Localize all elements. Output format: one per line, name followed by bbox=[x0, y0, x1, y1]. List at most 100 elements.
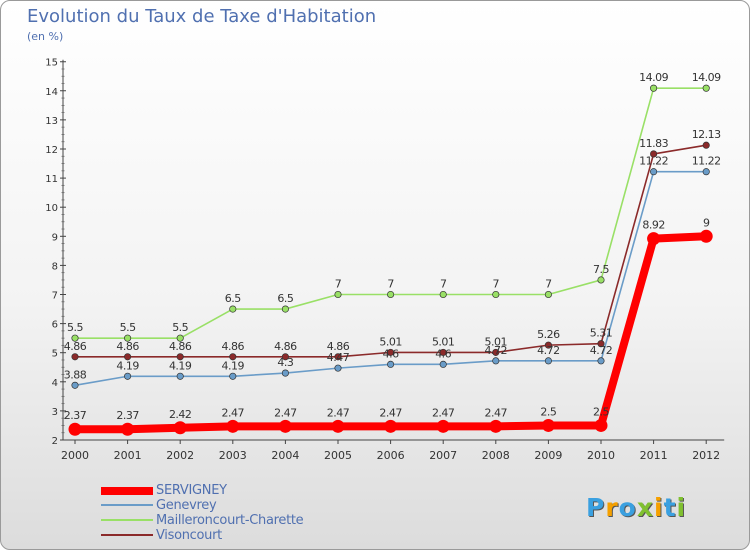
data-label-visoncourt: 12.13 bbox=[692, 128, 721, 141]
legend-swatch-servigney bbox=[101, 487, 153, 495]
legend-swatch-visoncourt bbox=[101, 534, 153, 536]
data-point-mailleroncourt-charette bbox=[702, 84, 710, 92]
data-point-visoncourt bbox=[439, 348, 447, 356]
data-label-mailleroncourt-charette: 7 bbox=[545, 278, 552, 291]
data-label-servigney: 2.5 bbox=[540, 405, 556, 418]
y-tick-label: 4 bbox=[52, 378, 58, 389]
y-tick-label: 7 bbox=[52, 291, 58, 302]
data-point-genevrey bbox=[439, 360, 447, 368]
data-point-servigney bbox=[226, 419, 240, 433]
data-point-mailleroncourt-charette bbox=[492, 290, 500, 299]
data-label-mailleroncourt-charette: 6.5 bbox=[225, 292, 241, 305]
legend-swatch-mailleroncourt-charette bbox=[101, 519, 153, 521]
data-label-mailleroncourt-charette: 7 bbox=[493, 278, 500, 291]
data-label-genevrey: 4.19 bbox=[222, 359, 245, 372]
data-label-visoncourt: 4.86 bbox=[327, 340, 350, 353]
x-tick-label: 2003 bbox=[219, 449, 247, 462]
data-label-mailleroncourt-charette: 14.09 bbox=[692, 71, 721, 84]
data-point-mailleroncourt-charette bbox=[71, 334, 79, 342]
data-point-visoncourt bbox=[334, 353, 342, 361]
data-label-visoncourt: 5.26 bbox=[537, 328, 560, 341]
data-label-genevrey: 11.22 bbox=[692, 155, 721, 168]
data-label-mailleroncourt-charette: 6.5 bbox=[277, 292, 293, 305]
series-line-mailleroncourt-charette bbox=[74, 87, 708, 339]
data-point-visoncourt bbox=[229, 353, 237, 361]
x-tick-label: 2004 bbox=[271, 449, 299, 462]
y-axis-unit: (en %) bbox=[27, 30, 64, 43]
y-tick-label: 8 bbox=[52, 261, 58, 272]
data-point-servigney bbox=[489, 419, 503, 433]
data-label-mailleroncourt-charette: 7.5 bbox=[593, 263, 609, 276]
data-point-mailleroncourt-charette bbox=[229, 305, 237, 313]
data-label-genevrey: 4.6 bbox=[383, 347, 399, 360]
data-label-servigney: 2.47 bbox=[432, 406, 455, 419]
data-label-genevrey: 4.19 bbox=[116, 359, 139, 372]
data-point-servigney bbox=[699, 229, 713, 243]
y-tick-label: 5 bbox=[52, 349, 58, 360]
data-label-visoncourt: 5.01 bbox=[485, 335, 508, 348]
data-point-visoncourt bbox=[492, 348, 500, 356]
data-point-genevrey bbox=[334, 364, 342, 372]
data-point-servigney bbox=[436, 419, 450, 433]
data-label-servigney: 2.47 bbox=[485, 406, 508, 419]
legend-swatch-genevrey bbox=[101, 504, 153, 506]
y-tick-label: 10 bbox=[45, 203, 58, 214]
data-point-servigney bbox=[647, 232, 661, 246]
data-point-genevrey bbox=[71, 381, 79, 389]
data-point-mailleroncourt-charette bbox=[544, 290, 552, 299]
data-point-visoncourt bbox=[702, 141, 710, 149]
x-tick-label: 2011 bbox=[640, 449, 668, 462]
data-point-genevrey bbox=[702, 168, 710, 176]
y-tick-label: 12 bbox=[45, 145, 58, 156]
data-label-genevrey: 4.72 bbox=[590, 344, 613, 357]
data-label-mailleroncourt-charette: 7 bbox=[335, 278, 342, 291]
x-tick-label: 2009 bbox=[534, 449, 562, 462]
data-label-visoncourt: 4.86 bbox=[64, 340, 87, 353]
x-tick-label: 2002 bbox=[166, 449, 194, 462]
data-point-servigney bbox=[173, 421, 187, 435]
data-point-visoncourt bbox=[544, 341, 552, 349]
y-tick-label: 13 bbox=[45, 116, 58, 127]
data-point-mailleroncourt-charette bbox=[650, 84, 658, 92]
x-tick-label: 2008 bbox=[482, 449, 510, 462]
data-point-servigney bbox=[384, 419, 398, 433]
legend-label-genevrey: Genevrey bbox=[156, 498, 217, 513]
data-point-visoncourt bbox=[124, 353, 132, 361]
data-label-visoncourt: 4.86 bbox=[169, 340, 192, 353]
data-label-servigney: 2.37 bbox=[116, 409, 139, 422]
data-label-servigney: 2.47 bbox=[274, 406, 297, 419]
x-tick-label: 2001 bbox=[114, 449, 142, 462]
proxiti-logo: Proxiti bbox=[586, 493, 687, 522]
data-point-servigney bbox=[331, 419, 345, 433]
data-label-servigney: 2.47 bbox=[379, 406, 402, 419]
data-label-servigney: 2.37 bbox=[64, 409, 87, 422]
data-label-servigney: 2.47 bbox=[222, 406, 245, 419]
data-point-servigney bbox=[68, 422, 82, 436]
data-label-genevrey: 3.88 bbox=[64, 368, 87, 381]
data-label-visoncourt: 11.83 bbox=[639, 137, 668, 150]
x-tick-label: 2005 bbox=[324, 449, 352, 462]
x-tick-label: 2010 bbox=[587, 449, 615, 462]
x-tick-label: 2006 bbox=[377, 449, 405, 462]
data-point-visoncourt bbox=[387, 348, 395, 356]
data-label-visoncourt: 4.86 bbox=[222, 340, 245, 353]
data-label-servigney: 2.47 bbox=[327, 406, 350, 419]
data-label-servigney: 2.5 bbox=[593, 405, 609, 418]
y-tick-label: 11 bbox=[45, 174, 58, 185]
data-label-servigney: 2.42 bbox=[169, 408, 192, 421]
chart-title: Evolution du Taux de Taxe d'Habitation bbox=[27, 6, 377, 27]
y-tick-label: 6 bbox=[52, 320, 58, 331]
data-label-visoncourt: 4.86 bbox=[116, 340, 139, 353]
data-point-genevrey bbox=[387, 360, 395, 368]
data-point-visoncourt bbox=[71, 353, 79, 361]
data-point-visoncourt bbox=[650, 150, 658, 158]
data-point-mailleroncourt-charette bbox=[281, 305, 289, 313]
data-label-genevrey: 4.3 bbox=[277, 356, 293, 369]
x-tick-label: 2012 bbox=[692, 449, 720, 462]
data-point-mailleroncourt-charette bbox=[597, 276, 605, 284]
y-tick-label: 2 bbox=[52, 436, 58, 447]
data-point-genevrey bbox=[176, 372, 184, 380]
x-tick-label: 2007 bbox=[429, 449, 457, 462]
y-tick-label: 3 bbox=[52, 407, 58, 418]
